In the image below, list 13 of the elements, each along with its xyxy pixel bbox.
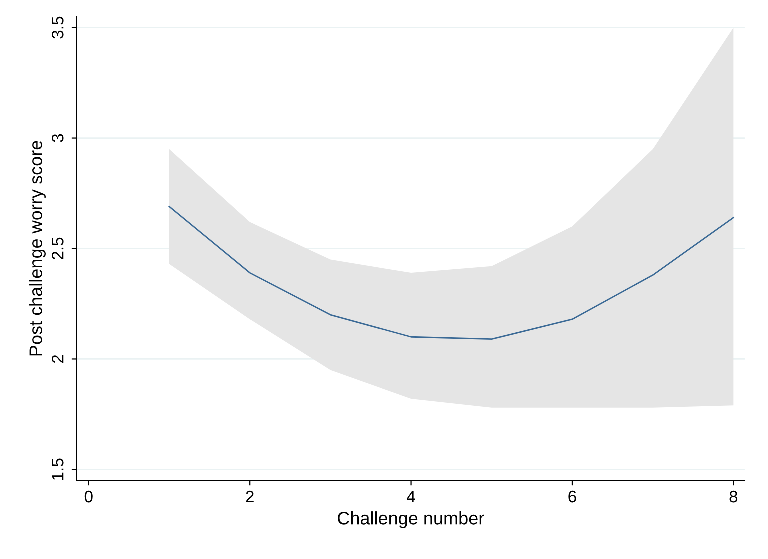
x-tick-label: 0: [84, 490, 93, 503]
x-tick-label: 6: [568, 490, 576, 503]
x-tick-label: 8: [730, 490, 738, 503]
line-series: [168, 206, 734, 340]
y-tick-label: 3: [52, 134, 64, 142]
y-tick-label: 1.5: [52, 458, 64, 480]
x-tick-label: 2: [246, 490, 254, 503]
y-tick-label: 2: [52, 355, 64, 364]
y-tick-label: 2.5: [52, 238, 64, 260]
y-axis-title: Post challenge worry score: [29, 141, 46, 356]
x-axis-title: Challenge number: [338, 512, 484, 528]
x-tick-label: 4: [407, 491, 416, 503]
y-tick-label: 3.5: [52, 16, 64, 39]
